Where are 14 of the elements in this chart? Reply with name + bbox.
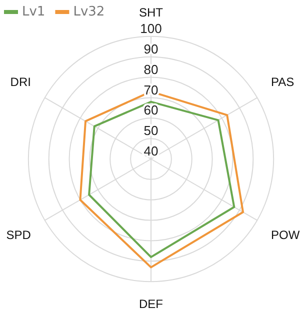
spoke-label: DEF (139, 297, 163, 312)
legend-label: Lv1 (22, 4, 46, 20)
y-tick-label: 100 (140, 20, 162, 36)
y-tick-label: 50 (144, 123, 158, 138)
spoke-label: SHT (139, 6, 164, 20)
spoke-label: SPD (6, 228, 32, 242)
y-tick-label: 90 (144, 41, 158, 56)
y-tick-label: 80 (144, 62, 158, 77)
legend-label: Lv32 (73, 4, 105, 20)
spoke-label: DRI (10, 74, 31, 89)
spoke-label: PAS (271, 74, 294, 89)
spoke-label: POW (271, 228, 300, 242)
y-tick-label: 60 (144, 102, 158, 118)
y-tick-label: 40 (144, 144, 158, 159)
